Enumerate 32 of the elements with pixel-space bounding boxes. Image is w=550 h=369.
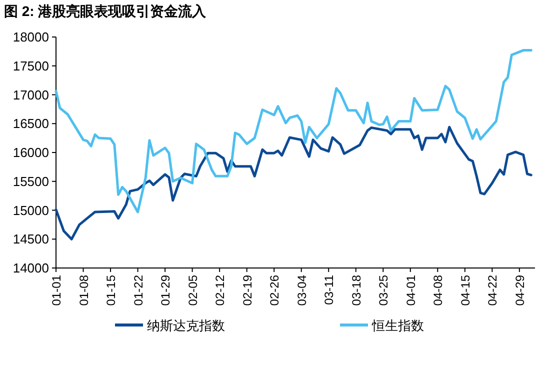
legend-label: 恒生指数 (371, 318, 424, 333)
y-tick-label: 17000 (12, 87, 49, 102)
x-tick-label: 02-26 (268, 274, 282, 306)
y-tick-label: 17500 (12, 58, 49, 74)
y-tick-label: 16000 (12, 145, 49, 160)
x-tick-label: 02-12 (213, 274, 228, 306)
x-tick-label: 01-22 (131, 274, 146, 306)
line-series (54, 126, 532, 240)
y-tick-label: 14000 (12, 260, 49, 276)
y-tick-label: 18000 (12, 30, 49, 44)
x-tick-label: 04-15 (458, 274, 472, 306)
legend-label: 纳斯达克指数 (147, 318, 225, 333)
x-tick-label: 04-22 (486, 274, 500, 306)
x-tick-label: 04-01 (404, 274, 418, 306)
x-tick-label: 03-11 (322, 274, 336, 305)
x-tick-label: 01-01 (50, 274, 64, 306)
x-tick-label: 03-18 (349, 274, 364, 306)
x-tick-label: 01-29 (158, 274, 173, 306)
x-tick-label: 02-19 (240, 274, 254, 306)
y-tick-label: 14500 (12, 232, 49, 247)
chart-title: 图 2: 港股亮眼表现吸引资金流入 (4, 3, 208, 19)
y-tick-label: 16500 (12, 116, 49, 132)
x-tick-label: 04-08 (431, 274, 446, 306)
x-tick-label: 04-29 (512, 274, 527, 306)
x-tick-label: 02-05 (186, 274, 200, 306)
x-tick-label: 03-25 (376, 274, 391, 306)
x-tick-label: 01-15 (104, 274, 118, 306)
y-tick-label: 15000 (12, 202, 49, 218)
line-series (54, 49, 532, 214)
x-tick-label: 01-08 (76, 274, 91, 306)
y-tick-label: 15500 (12, 174, 49, 189)
x-tick-label: 03-04 (294, 274, 309, 306)
